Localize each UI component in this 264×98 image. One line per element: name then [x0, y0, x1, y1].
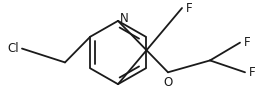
Text: O: O [163, 76, 173, 89]
Text: Cl: Cl [7, 42, 19, 55]
Text: N: N [120, 12, 128, 25]
Text: F: F [249, 66, 256, 79]
Text: F: F [244, 36, 251, 49]
Text: F: F [186, 2, 193, 15]
